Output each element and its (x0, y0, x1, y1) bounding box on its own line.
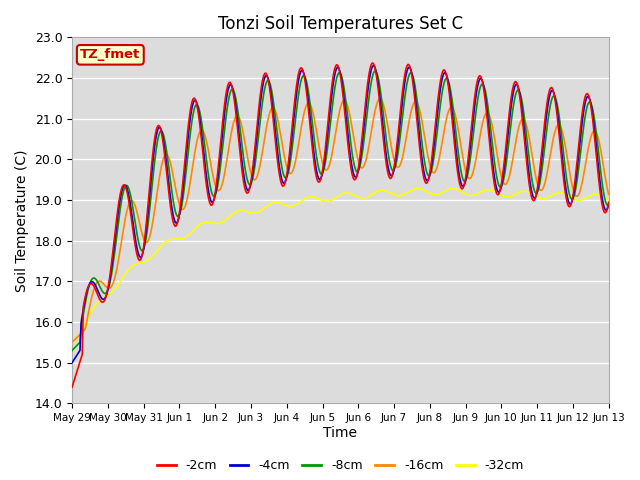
Text: TZ_fmet: TZ_fmet (80, 48, 140, 61)
Legend: -2cm, -4cm, -8cm, -16cm, -32cm: -2cm, -4cm, -8cm, -16cm, -32cm (152, 455, 529, 478)
Title: Tonzi Soil Temperatures Set C: Tonzi Soil Temperatures Set C (218, 15, 463, 33)
X-axis label: Time: Time (323, 426, 357, 440)
Y-axis label: Soil Temperature (C): Soil Temperature (C) (15, 149, 29, 291)
